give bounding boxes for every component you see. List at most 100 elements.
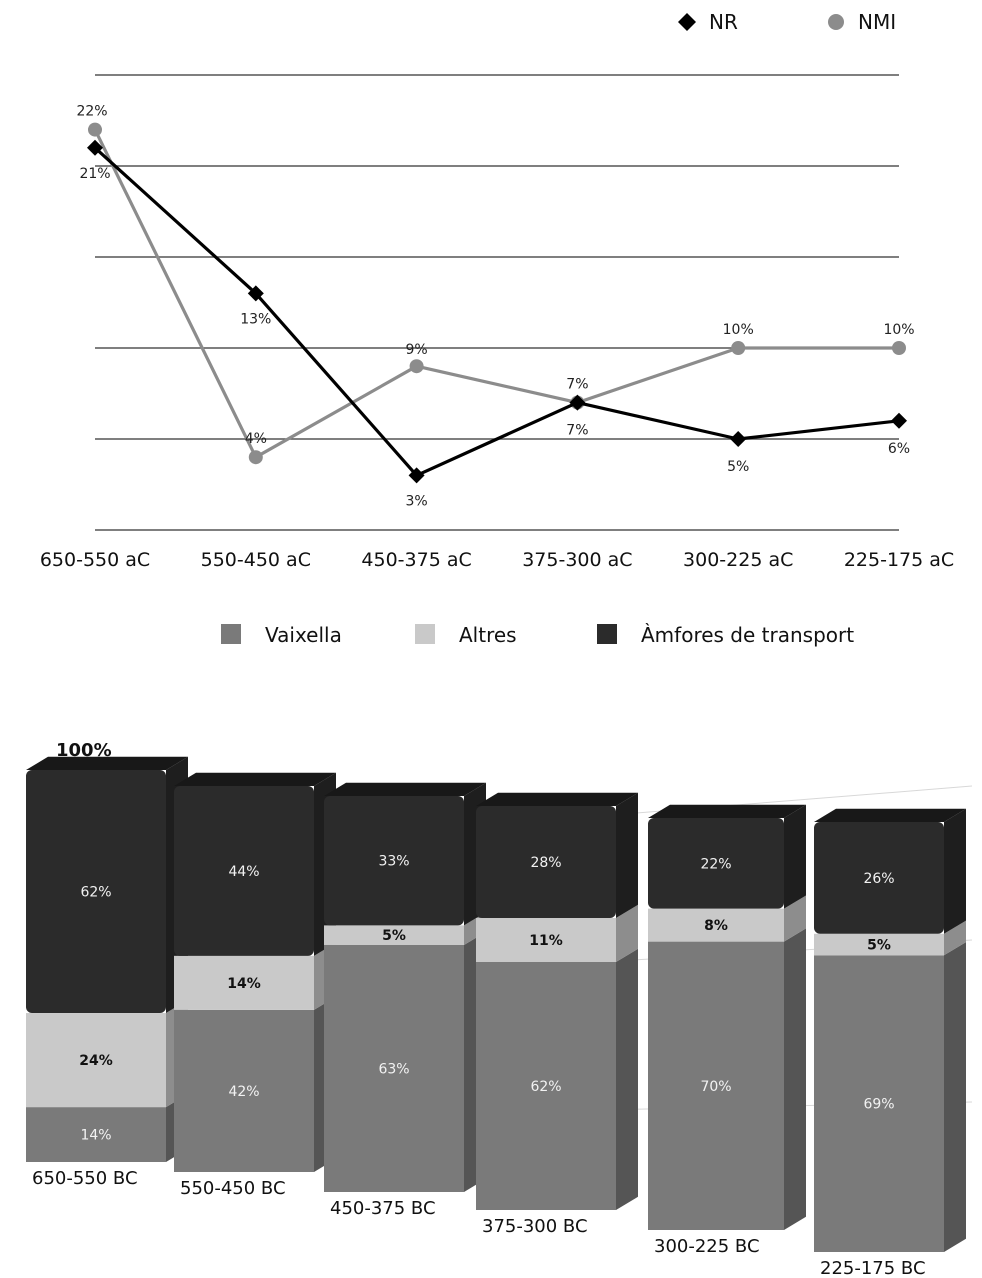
category-label: 300-225 BC (654, 1236, 760, 1257)
data-label-nr: 3% (405, 493, 427, 509)
bar-segment-amfores (26, 770, 166, 1014)
bar-segment-vaixella (476, 962, 616, 1210)
legend-swatch (415, 624, 435, 644)
legend-label: Altres (459, 623, 517, 647)
data-point-nr (87, 139, 103, 156)
series-line-nmi (93, 128, 899, 459)
segment-label: 28% (530, 855, 561, 871)
x-tick-label: 375-300 aC (522, 549, 632, 571)
category-label: 450-375 BC (330, 1198, 436, 1219)
bar-top (26, 756, 188, 770)
segment-label: 69% (863, 1097, 894, 1113)
series-nr: 21% 13% 3% 7% 5% 6% (79, 139, 910, 509)
segment-label: 8% (704, 918, 728, 934)
series-nmi: 22% 4% 9% 7% 10% 10% (76, 104, 915, 465)
bar-group: 62% 11% 28% 375-300 BC (476, 792, 638, 1237)
bar-segment-altres (324, 925, 464, 945)
bar-segment-altres (814, 933, 944, 956)
segment-label: 33% (378, 854, 409, 870)
legend-swatch (597, 624, 617, 644)
data-point-nr (569, 394, 586, 411)
segment-label: 22% (700, 856, 731, 872)
data-label-nmi: 10% (723, 322, 754, 338)
bar-side (944, 808, 966, 934)
legend-label: Àmfores de transport (641, 623, 854, 647)
data-point-nmi (409, 359, 424, 374)
data-label-nmi: 22% (76, 104, 107, 120)
category-label: 225-175 BC (820, 1258, 926, 1278)
data-label-nr: 7% (566, 423, 588, 439)
data-label-nr: 5% (727, 459, 749, 475)
x-tick-label: 450-375 aC (361, 549, 471, 571)
segment-label: 14% (227, 976, 261, 992)
data-label-nmi: 10% (883, 322, 914, 338)
segment-label: 62% (80, 885, 111, 901)
bar-segment-amfores (174, 786, 314, 956)
bar-segment-amfores (648, 818, 784, 909)
category-label: 550-450 BC (180, 1178, 286, 1199)
bar-group: 63% 5% 33% 450-375 BC (324, 782, 486, 1219)
segment-label: 5% (382, 928, 406, 944)
bar-top (174, 772, 336, 786)
bar-group: 14% 24% 62% 650-550 BC (26, 756, 188, 1189)
bar-side (944, 920, 966, 956)
segment-label: 14% (80, 1128, 111, 1144)
data-point-nr (730, 431, 747, 447)
segment-label: 26% (863, 871, 894, 887)
x-tick-label: 550-450 aC (201, 549, 311, 571)
data-label-nmi: 9% (405, 342, 427, 358)
x-tick-label: 650-550 aC (40, 549, 150, 571)
data-point-nr (891, 412, 907, 429)
bar-segment-amfores (324, 796, 464, 926)
bar-segment-vaixella (324, 944, 464, 1192)
legend-label: Vaixella (265, 623, 342, 647)
legend-marker-nr (678, 13, 696, 31)
bar-segment-amfores (814, 822, 944, 934)
data-label-nr: 13% (240, 311, 271, 327)
bar-top (324, 782, 486, 796)
data-label-nr: 21% (79, 166, 110, 182)
bar-segment-vaixella (648, 941, 784, 1230)
bar-segment-amfores (476, 806, 616, 918)
bar-segment-altres (26, 1013, 166, 1108)
legend-label-nr: NR (709, 10, 738, 34)
segment-label: 70% (700, 1079, 731, 1095)
segment-label: 5% (867, 938, 891, 954)
bar-side (616, 948, 638, 1210)
x-tick-label: 225-175 aC (844, 549, 954, 571)
bar-group: 70% 8% 22% 300-225 BC (648, 804, 806, 1257)
bar-group: 42% 14% 44% 550-450 BC (174, 772, 336, 1199)
legend-label-nmi: NMI (858, 10, 896, 34)
segment-label: 11% (529, 933, 563, 949)
bar-side (616, 792, 638, 918)
segment-label: 63% (378, 1061, 409, 1077)
stacked-bar-chart: Vaixella Altres Àmfores de transport 14% 24%… (26, 623, 973, 1278)
data-point-nmi (88, 122, 102, 137)
data-point-nmi (892, 341, 906, 355)
annotation-100: 100% (56, 740, 112, 761)
segment-label: 42% (228, 1084, 259, 1100)
gridlines (95, 74, 899, 531)
bar-segment-altres (476, 918, 616, 962)
legend-swatch (221, 624, 241, 644)
data-point-nmi (248, 450, 263, 465)
bar-side (784, 804, 806, 909)
line-chart: 650-550 aC 550-450 aC 450-375 aC 375-300 aC… (40, 10, 954, 571)
category-label: 375-300 BC (482, 1216, 588, 1237)
bar-segment-vaixella (26, 1107, 166, 1162)
segment-label: 24% (79, 1053, 113, 1069)
legend: Vaixella Altres Àmfores de transport (221, 623, 854, 647)
bar-top (648, 804, 806, 818)
legend: NR NMI (678, 10, 896, 34)
series-line-nr (93, 146, 900, 477)
data-point-nr (408, 467, 425, 484)
bar-segment-altres (174, 955, 314, 1010)
data-point-nmi (731, 341, 746, 355)
data-label-nmi: 7% (566, 377, 588, 393)
x-tick-label: 300-225 aC (683, 549, 793, 571)
segment-label: 44% (228, 864, 259, 880)
x-tick-labels: 650-550 aC 550-450 aC 450-375 aC 375-300 aC… (40, 549, 954, 571)
bar-side (616, 904, 638, 962)
category-label: 650-550 BC (32, 1168, 138, 1189)
